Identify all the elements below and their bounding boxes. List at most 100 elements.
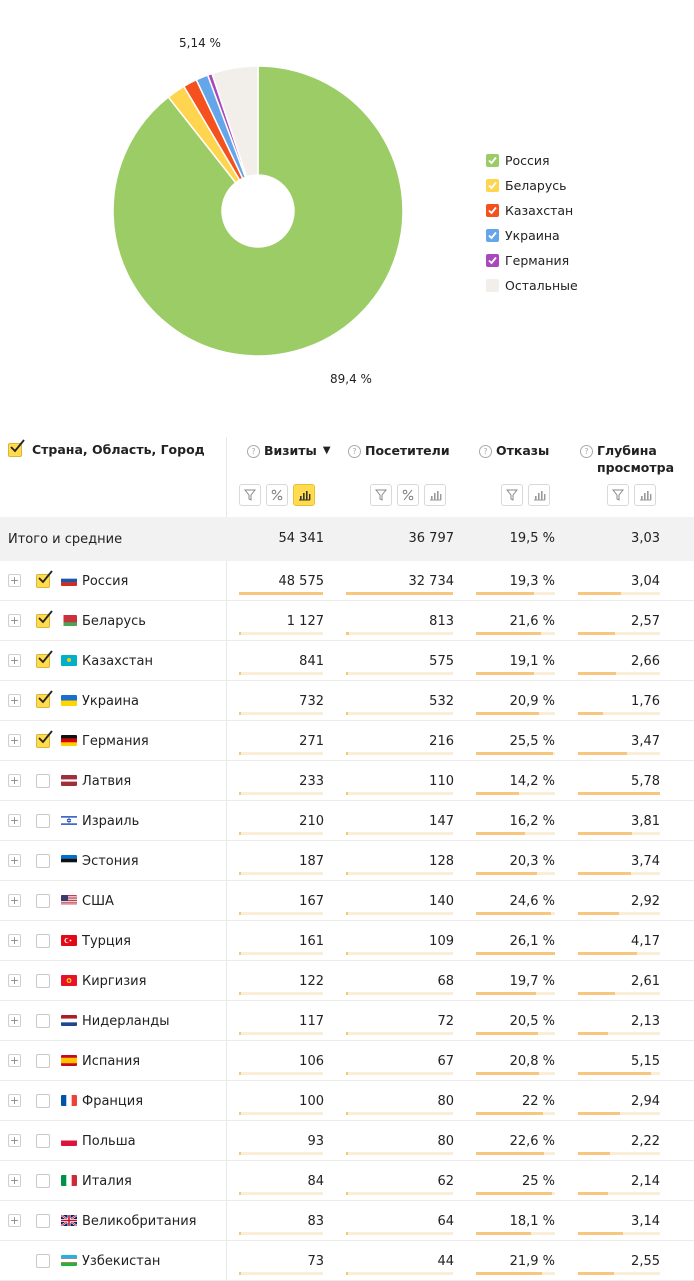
select-all-checkbox[interactable]: [8, 443, 22, 457]
bar-visits-track: [239, 792, 323, 795]
row-checkbox[interactable]: [36, 694, 50, 708]
bar-visitors-track: [346, 872, 453, 875]
cell-depth: 3,14: [631, 1214, 660, 1229]
row-checkbox[interactable]: [36, 1054, 50, 1068]
row-checkbox[interactable]: [36, 654, 50, 668]
bar-visits: [239, 992, 241, 995]
bars-button[interactable]: [293, 484, 315, 506]
legend-item[interactable]: Россия: [486, 148, 578, 173]
legend-check-icon[interactable]: [486, 229, 499, 242]
row-checkbox[interactable]: [36, 934, 50, 948]
header-bounces[interactable]: ? Отказы: [479, 442, 549, 459]
cell-visits: 48 575: [279, 574, 325, 589]
help-icon[interactable]: ?: [247, 445, 260, 458]
row-checkbox[interactable]: [36, 1214, 50, 1228]
filter-button[interactable]: [607, 484, 629, 506]
sort-desc-icon[interactable]: ▼: [323, 442, 331, 459]
expand-row-button[interactable]: +: [8, 1214, 21, 1227]
bar-depth: [578, 872, 631, 875]
bar-depth-track: [578, 632, 660, 635]
legend-item[interactable]: Остальные: [486, 273, 578, 298]
expand-row-button[interactable]: +: [8, 1134, 21, 1147]
help-icon[interactable]: ?: [479, 445, 492, 458]
legend-item[interactable]: Казахстан: [486, 198, 578, 223]
dimension-header[interactable]: Страна, Область, Город: [8, 442, 205, 457]
filter-button[interactable]: [501, 484, 523, 506]
row-checkbox[interactable]: [36, 854, 50, 868]
bars-button[interactable]: [634, 484, 656, 506]
percent-button[interactable]: [397, 484, 419, 506]
expand-row-button[interactable]: +: [8, 654, 21, 667]
expand-row-button[interactable]: +: [8, 774, 21, 787]
legend-check-icon[interactable]: [486, 254, 499, 267]
header-visits[interactable]: ? Визиты ▼: [247, 442, 331, 459]
expand-row-button[interactable]: +: [8, 574, 21, 587]
legend-check-icon[interactable]: [486, 204, 499, 217]
expand-row-button[interactable]: +: [8, 934, 21, 947]
expand-row-button[interactable]: +: [8, 974, 21, 987]
legend-check-icon[interactable]: [486, 154, 499, 167]
cell-bounces: 25 %: [522, 1174, 555, 1189]
expand-row-button[interactable]: +: [8, 694, 21, 707]
expand-row-button[interactable]: +: [8, 814, 21, 827]
bar-depth: [578, 752, 627, 755]
expand-row-button[interactable]: +: [8, 854, 21, 867]
legend-check-icon[interactable]: [486, 179, 499, 192]
help-icon[interactable]: ?: [580, 445, 593, 458]
bars-button[interactable]: [424, 484, 446, 506]
bar-visitors: [346, 792, 348, 795]
filter-button[interactable]: [239, 484, 261, 506]
row-checkbox[interactable]: [36, 734, 50, 748]
row-checkbox[interactable]: [36, 614, 50, 628]
bar-visits: [239, 792, 241, 795]
expand-row-button[interactable]: +: [8, 1094, 21, 1107]
percent-button[interactable]: [266, 484, 288, 506]
row-checkbox[interactable]: [36, 1254, 50, 1268]
bars-button[interactable]: [528, 484, 550, 506]
row-checkbox[interactable]: [36, 814, 50, 828]
expand-row-button[interactable]: +: [8, 1174, 21, 1187]
row-checkbox[interactable]: [36, 1094, 50, 1108]
row-checkbox[interactable]: [36, 974, 50, 988]
row-checkbox[interactable]: [36, 1134, 50, 1148]
expand-row-button[interactable]: +: [8, 734, 21, 747]
row-checkbox[interactable]: [36, 1174, 50, 1188]
legend-item[interactable]: Германия: [486, 248, 578, 273]
row-checkbox[interactable]: [36, 774, 50, 788]
header-visitors[interactable]: ? Посетители: [348, 442, 450, 459]
expand-row-button[interactable]: +: [8, 1054, 21, 1067]
help-icon[interactable]: ?: [348, 445, 361, 458]
expand-row-button[interactable]: +: [8, 614, 21, 627]
expand-row-button[interactable]: +: [8, 1014, 21, 1027]
header-depth[interactable]: ? Глубина просмотра: [580, 442, 680, 476]
row-checkbox[interactable]: [36, 1014, 50, 1028]
dimension-header-label: Страна, Область, Город: [32, 442, 205, 457]
expand-row-button[interactable]: +: [8, 894, 21, 907]
row-checkbox[interactable]: [36, 894, 50, 908]
legend-item[interactable]: Беларусь: [486, 173, 578, 198]
filter-button[interactable]: [370, 484, 392, 506]
legend-check-icon[interactable]: [486, 279, 499, 292]
bar-visits-track: [239, 672, 323, 675]
flag-de-icon: [61, 735, 77, 746]
legend-item[interactable]: Украина: [486, 223, 578, 248]
row-checkbox[interactable]: [36, 574, 50, 588]
